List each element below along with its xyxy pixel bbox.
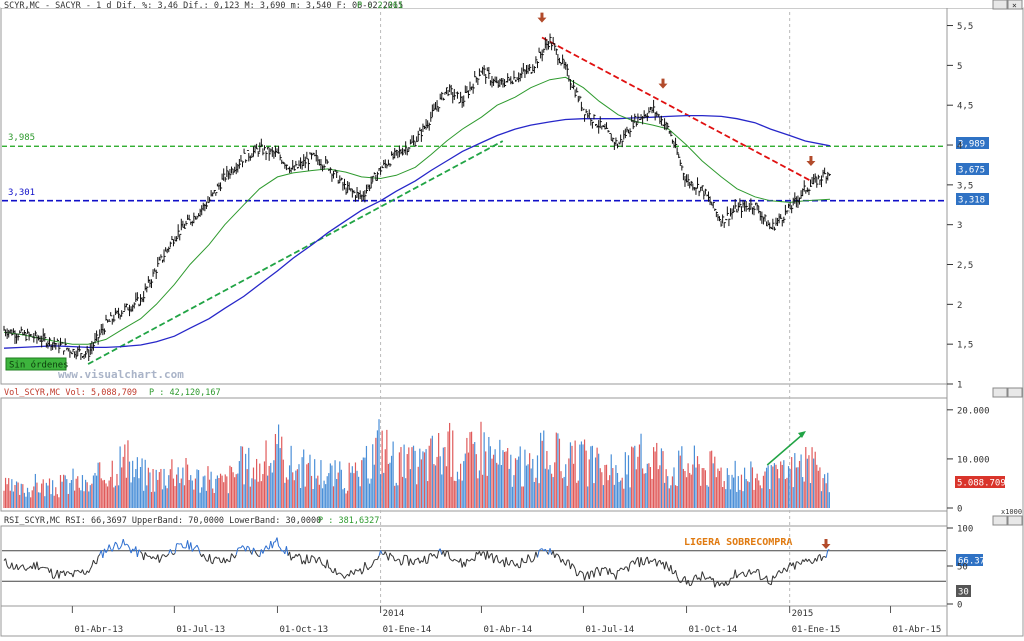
date-axis-label: 01-Ene-14 <box>383 625 432 635</box>
volume-tag: 5.088.709 <box>957 479 1006 489</box>
rsi-line-segment <box>580 571 582 572</box>
price-axis-tick-label: 4,5 <box>957 102 973 112</box>
date-axis-label: 01-Abr-14 <box>483 625 532 635</box>
date-axis-label: 01-Oct-13 <box>279 625 328 635</box>
close-tag: 3,675 <box>958 166 985 176</box>
volume-unit: x1000 <box>1001 508 1022 516</box>
rsi-header-extra: P : 381,6327 <box>318 516 379 526</box>
rsi-line-segment <box>374 559 376 560</box>
close-icon: × <box>1012 1 1017 10</box>
price-panel-frame <box>1 8 947 384</box>
price-axis-tick-label: 5,5 <box>957 22 973 32</box>
date-axis-label: 01-Oct-14 <box>689 625 738 635</box>
rsi-line-segment <box>456 560 458 561</box>
rsi-line-segment <box>370 567 372 568</box>
date-axis-label: 01-Jul-14 <box>585 625 634 635</box>
price-header-text: SCYR,MC - SACYR - 1 d Dif. %: 3,46 Dif.:… <box>4 1 403 11</box>
price-axis-tick-label: 5 <box>957 62 962 72</box>
rsi-line-segment <box>531 562 533 563</box>
price-axis-tick-label: 3,5 <box>957 181 973 191</box>
price-axis-tick-label: 3 <box>957 221 962 231</box>
rsi-line-segment <box>13 569 15 570</box>
rsi-line-segment <box>768 583 770 584</box>
price-axis-tick-label: 2,5 <box>957 261 973 271</box>
rsi-line-segment <box>690 585 692 586</box>
rsi-panel-frame <box>1 526 947 606</box>
year-label: 2015 <box>792 609 814 619</box>
rsi-line-segment <box>523 562 525 563</box>
date-axis-label: 01-Abr-15 <box>893 625 942 635</box>
rsi-axis-tick-label: 0 <box>957 601 962 611</box>
rsi-line-segment <box>621 568 623 569</box>
close-rsi-button[interactable] <box>1008 516 1022 525</box>
rsi-line-segment <box>762 579 764 580</box>
close-volume-button[interactable] <box>1008 388 1022 397</box>
price-axis-tick-label: 2 <box>957 301 962 311</box>
date-axis-label: 01-Jul-13 <box>176 625 225 635</box>
maximize-rsi-button[interactable] <box>993 516 1007 525</box>
ma-tag: 3,318 <box>958 196 985 206</box>
date-axis-label: 01-Abr-13 <box>74 625 123 635</box>
volume-panel-frame <box>1 398 947 511</box>
price-axis-tick-label: 1 <box>957 381 962 391</box>
rsi-axis-tick-label: 100 <box>957 525 973 535</box>
watermark: www.visualchart.com <box>58 368 184 381</box>
volume-header-extra: P : 42,120,167 <box>149 388 221 398</box>
resistance-line-label: 3,985 <box>8 133 35 143</box>
rsi-line-segment <box>9 568 11 569</box>
support-line-label: 3,301 <box>8 188 35 198</box>
year-label: 2014 <box>383 609 405 619</box>
maximize-price-button[interactable] <box>993 0 1007 9</box>
rsi-axis-tick-label: 50 <box>957 563 968 573</box>
overbought-annotation: LIGERA SOBRECOMPRA <box>684 537 792 548</box>
volume-axis-tick-label: 0 <box>957 505 962 515</box>
rsi-lower-tag: 30 <box>958 588 969 598</box>
volume-header-text: Vol_SCYR,MC Vol: 5,088,709 <box>4 388 137 398</box>
rsi-line-segment <box>556 554 558 555</box>
rsi-line-segment <box>828 549 830 550</box>
maximize-volume-button[interactable] <box>993 388 1007 397</box>
rsi-header-text: RSI_SCYR,MC RSI: 66,3697 UpperBand: 70,0… <box>4 516 321 526</box>
price-axis-tick-label: 1,5 <box>957 341 973 351</box>
volume-axis-tick-label: 10.000 <box>957 455 990 465</box>
price-header-extra: P : 2,261 <box>357 1 403 11</box>
rsi-line-segment <box>238 548 240 549</box>
volume-axis-tick-label: 20.000 <box>957 406 990 416</box>
price-axis-tick-label: 4 <box>957 142 962 152</box>
date-axis-label: 01-Ene-15 <box>792 625 841 635</box>
